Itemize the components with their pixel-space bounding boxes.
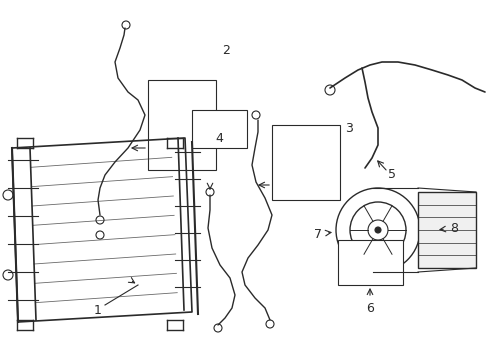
Bar (148, 80, 216, 170)
Text: 1: 1 (94, 303, 102, 316)
Bar (338, 240, 403, 285)
Bar (418, 192, 476, 268)
Text: 2: 2 (222, 44, 230, 57)
Text: 8: 8 (450, 221, 458, 234)
Bar (192, 110, 247, 148)
Text: 7: 7 (314, 229, 322, 242)
Text: 4: 4 (215, 131, 223, 144)
Text: 3: 3 (345, 122, 353, 135)
Bar (272, 125, 340, 200)
Text: 6: 6 (366, 302, 374, 315)
Circle shape (375, 227, 381, 233)
Text: 5: 5 (388, 168, 396, 181)
